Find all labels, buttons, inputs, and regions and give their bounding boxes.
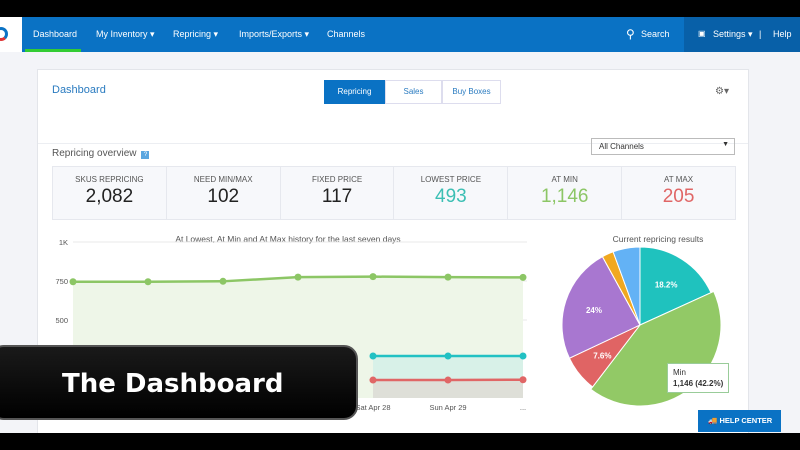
nav-dashboard[interactable]: Dashboard	[33, 29, 78, 39]
pie-chart-title: Current repricing results	[612, 234, 704, 244]
nav-help[interactable]: Help	[773, 29, 792, 39]
data-point	[369, 352, 377, 360]
panel-header: Dashboard Repricing Sales Buy Boxes ⚙▾	[38, 70, 748, 144]
stat-3: LOWEST PRICE 493	[394, 167, 509, 219]
stat-0: SKUS REPRICING 2,082	[53, 167, 167, 219]
stat-value: 2,082	[85, 186, 134, 207]
data-point	[369, 376, 377, 384]
stat-label: FIXED PRICE	[311, 175, 363, 184]
chevron-down-icon: ▼	[722, 141, 729, 148]
stat-1: NEED MIN/MAX 102	[167, 167, 281, 219]
stat-value: 117	[321, 186, 353, 207]
data-point	[444, 376, 452, 384]
y-tick-label: 1K	[59, 238, 68, 247]
data-point	[519, 273, 527, 281]
stat-4: AT MIN 1,146	[508, 167, 623, 219]
stat-5: AT MAX 205	[622, 167, 735, 219]
page-title: Dashboard	[52, 84, 106, 96]
tab-repricing[interactable]: Repricing	[324, 80, 385, 104]
video-caption-overlay: The Dashboard	[0, 345, 358, 420]
help-center-label: HELP CENTER	[719, 416, 773, 425]
channel-select[interactable]: All Channels ▼	[591, 138, 735, 155]
stat-label: AT MIN	[551, 175, 578, 184]
tab-buy-boxes[interactable]: Buy Boxes	[442, 80, 501, 104]
stat-2: FIXED PRICE 117	[281, 167, 395, 219]
tooltip-name: Min	[673, 368, 686, 377]
nav-settings[interactable]: Settings ▾	[713, 29, 753, 39]
divider: |	[759, 29, 762, 39]
pie-tooltip: Min 1,146 (42.2%)	[667, 363, 730, 393]
overview-title-text: Repricing overview	[52, 148, 137, 159]
gear-icon[interactable]: ⚙▾	[715, 86, 729, 97]
nav-channels[interactable]: Channels	[327, 29, 366, 39]
x-tick-label: Sun Apr 29	[429, 403, 466, 412]
tab-sales[interactable]: Sales	[385, 80, 442, 104]
nav-search[interactable]: Search	[641, 29, 670, 39]
data-point	[444, 273, 452, 281]
nav-right: ▣ Settings ▾ | Help	[684, 17, 800, 52]
data-point	[219, 277, 227, 285]
tooltip-value: 1,146 (42.2%)	[673, 379, 724, 388]
overview-title: Repricing overview?	[52, 148, 150, 159]
data-point	[294, 273, 302, 281]
pie-label: 24%	[586, 306, 602, 315]
help-icon[interactable]: ?	[141, 151, 150, 159]
x-tick-label: Sat Apr 28	[355, 403, 390, 412]
y-tick-label: 500	[55, 316, 68, 325]
pie-label: 18.2%	[655, 280, 678, 289]
stat-label: LOWEST PRICE	[420, 175, 482, 184]
stat-label: NEED MIN/MAX	[193, 175, 253, 184]
help-center-button[interactable]: 🚚 HELP CENTER	[698, 410, 781, 432]
stat-value: 205	[662, 186, 695, 207]
stat-label: AT MAX	[664, 175, 694, 184]
channel-select-value: All Channels	[599, 142, 644, 151]
y-tick-label: 750	[55, 277, 68, 286]
x-tick-label: ...	[520, 403, 526, 412]
nav-repricing[interactable]: Repricing ▾	[173, 29, 219, 39]
data-point	[444, 352, 452, 360]
stats-row: SKUS REPRICING 2,082 NEED MIN/MAX 102 FIXED …	[52, 166, 736, 220]
data-point	[369, 273, 377, 281]
nav-my-inventory[interactable]: My Inventory ▾	[96, 29, 155, 39]
active-indicator	[25, 49, 81, 52]
notification-icon[interactable]: ▣	[698, 29, 706, 38]
pie-slice	[561, 255, 641, 359]
data-point	[69, 278, 77, 286]
line-chart-title: At Lowest, At Min and At Max history for…	[175, 234, 401, 244]
pie-label: 7.6%	[593, 351, 611, 360]
pie-slice	[639, 246, 712, 326]
stat-value: 102	[207, 186, 240, 207]
stat-value: 493	[435, 186, 467, 207]
series-area	[373, 379, 523, 398]
data-point	[519, 376, 527, 384]
nav-imports-exports[interactable]: Imports/Exports ▾	[239, 29, 310, 39]
pie-slice	[612, 246, 641, 326]
stat-label: SKUS REPRICING	[75, 175, 144, 184]
search-icon[interactable]: ⚲	[626, 27, 635, 41]
stat-value: 1,146	[540, 186, 589, 207]
data-point	[519, 352, 527, 360]
data-point	[144, 278, 152, 286]
top-nav: Dashboard My Inventory ▾ Repricing ▾ Imp…	[0, 17, 800, 52]
logo[interactable]	[0, 17, 22, 52]
